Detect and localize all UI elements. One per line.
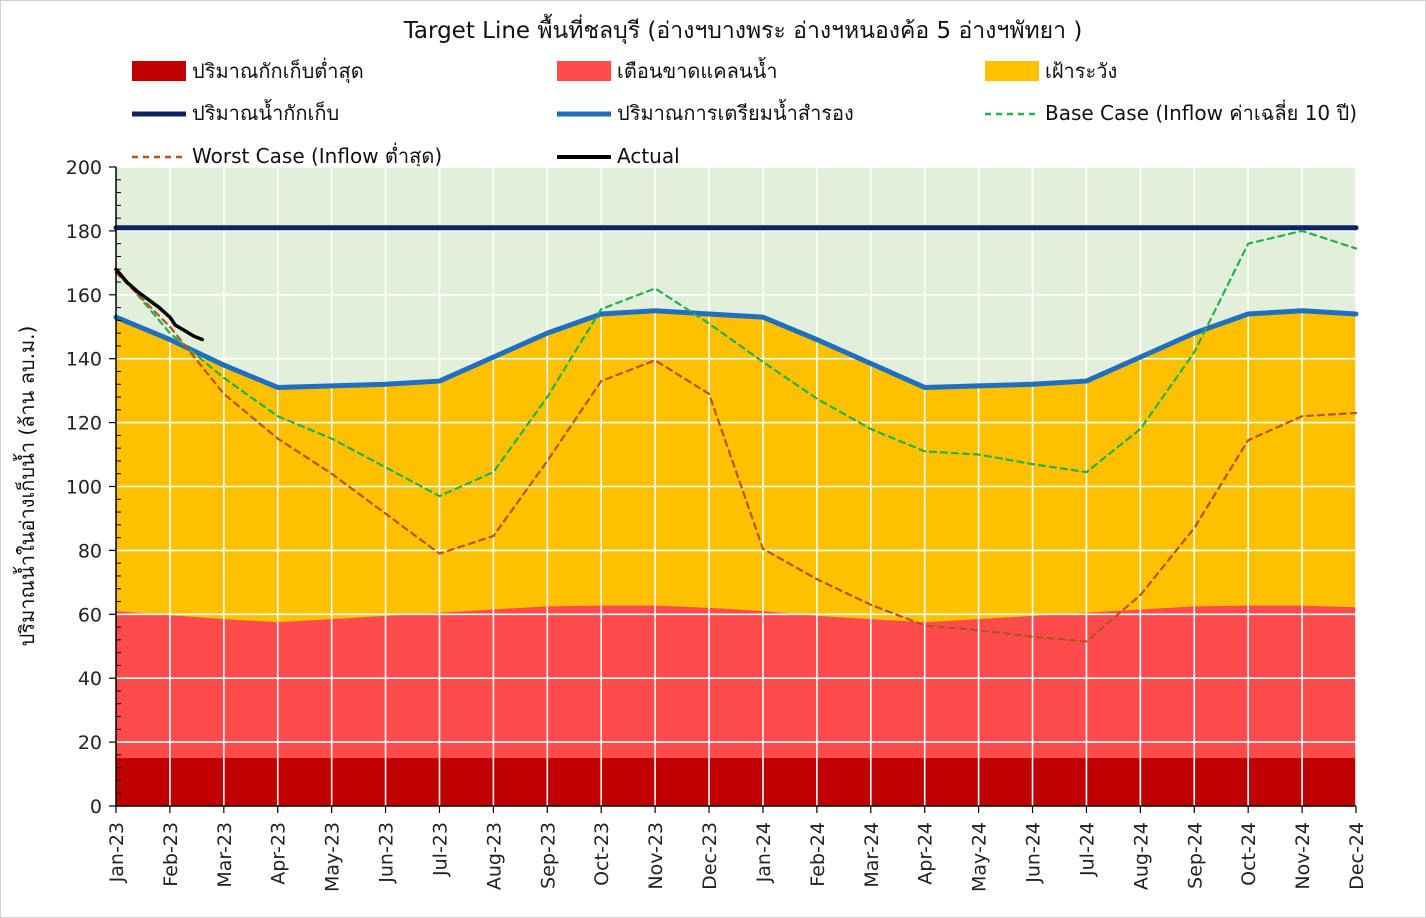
legend-item: ปริมาณน้ำกักเก็บ	[132, 99, 339, 125]
y-axis-title: ปริมาณน้ำในอ่างเก็บน้ำ (ล้าน ลบ.ม.)	[13, 326, 39, 647]
x-tick-label: May-24	[969, 822, 991, 892]
legend-label: Base Case (Inflow ค่าเฉลี่ย 10 ปี)	[1045, 99, 1357, 125]
line-worst-case-inflow	[114, 271, 1358, 643]
x-tick-label: Dec-23	[699, 822, 721, 890]
area-series-0	[116, 758, 1356, 806]
y-tick-label: 140	[66, 349, 102, 371]
y-tick-label: 0	[90, 796, 102, 818]
x-tick-label: Aug-24	[1130, 822, 1152, 890]
x-tick-label: Apr-24	[915, 822, 937, 885]
legend-item: เฝ้าระวัง	[985, 59, 1117, 83]
x-tick-label: May-23	[322, 822, 344, 892]
y-tick-label: 200	[66, 157, 102, 179]
legend: ปริมาณกักเก็บต่ำสุด เตือนขาดแคลนน้ำ เฝ้าระ…	[132, 57, 1357, 169]
y-tick-label: 60	[78, 604, 102, 626]
line-series-4	[113, 308, 1359, 390]
x-tick-label: Oct-23	[591, 822, 613, 886]
x-tick-label: Jan-23	[106, 822, 128, 883]
y-axis: 0 20 40 60 80 100 120 140 160 180 200	[66, 157, 121, 818]
legend-item: Worst Case (Inflow ต่ำสุด)	[132, 142, 442, 169]
legend-item: ปริมาณการเตรียมน้ำสำรอง	[557, 99, 854, 125]
legend-swatch	[985, 61, 1039, 81]
y-tick-label: 80	[78, 540, 102, 562]
x-tick-label: Dec-24	[1346, 822, 1368, 890]
y-tick-label: 160	[66, 285, 102, 307]
legend-label: ปริมาณกักเก็บต่ำสุด	[192, 57, 364, 84]
x-tick-label: Jun-24	[1023, 822, 1045, 884]
chart-title: Target Line พื้นที่ชลบุรี (อ่างฯบางพระ อ…	[403, 14, 1083, 44]
x-tick-label: Jul-23	[429, 822, 451, 877]
x-tick-label: Jul-24	[1076, 822, 1098, 877]
y-tick-label: 40	[78, 668, 102, 690]
x-tick-label: Aug-23	[483, 822, 505, 890]
x-tick-label: Nov-23	[645, 822, 667, 890]
legend-label: เตือนขาดแคลนน้ำ	[617, 57, 778, 83]
plot-area	[113, 166, 1359, 806]
y-tick-label: 20	[78, 732, 102, 754]
legend-item: Base Case (Inflow ค่าเฉลี่ย 10 ปี)	[985, 99, 1357, 125]
x-tick-label: Sep-23	[537, 822, 559, 889]
x-tick-label: Sep-24	[1184, 822, 1206, 889]
x-tick-label: Apr-23	[268, 822, 290, 885]
legend-label: Actual	[617, 144, 680, 168]
y-tick-label: 120	[66, 413, 102, 435]
y-tick-label: 180	[66, 221, 102, 243]
x-tick-label: Feb-24	[807, 822, 829, 887]
legend-label: เฝ้าระวัง	[1045, 59, 1117, 83]
legend-item: ปริมาณกักเก็บต่ำสุด	[132, 57, 364, 84]
x-tick-label: Jan-24	[753, 822, 775, 883]
x-tick-label: Feb-23	[160, 822, 182, 887]
legend-label: ปริมาณน้ำกักเก็บ	[192, 99, 339, 125]
legend-label: ปริมาณการเตรียมน้ำสำรอง	[617, 99, 854, 125]
legend-item: เตือนขาดแคลนน้ำ	[557, 57, 778, 83]
x-tick-label: Oct-24	[1238, 822, 1260, 886]
y-tick-label: 100	[66, 477, 102, 499]
x-axis: Jan-23 Feb-23 Mar-23 Apr-23 May-23 Jun-23 Jul-…	[106, 805, 1368, 892]
legend-label: Worst Case (Inflow ต่ำสุด)	[192, 142, 442, 169]
line-actual	[114, 267, 205, 342]
x-tick-label: Mar-23	[214, 822, 236, 888]
line-base-case-inflow-10	[114, 229, 1358, 498]
legend-swatch	[132, 61, 186, 81]
legend-item: Actual	[557, 144, 680, 168]
x-tick-label: Nov-24	[1292, 822, 1314, 890]
legend-swatch	[557, 61, 611, 81]
x-tick-label: Mar-24	[861, 822, 883, 888]
x-tick-label: Jun-23	[376, 822, 398, 884]
area-series-1	[116, 605, 1356, 806]
